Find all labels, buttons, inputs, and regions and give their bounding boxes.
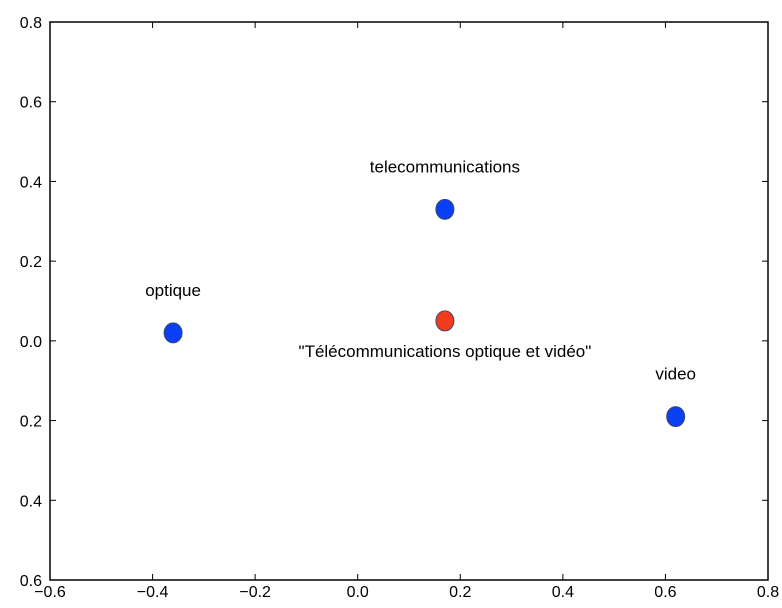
x-tick-label: −0.6 <box>34 584 66 601</box>
data-point <box>163 322 183 344</box>
y-tick-label: 0.0 <box>20 334 42 351</box>
x-axis: −0.6 −0.4 −0.2 0.0 0.2 0.4 0.6 0.8 <box>34 22 779 601</box>
x-tick-label: 0.6 <box>654 584 676 601</box>
point-label: telecommunications <box>370 157 520 176</box>
x-tick-label: −0.2 <box>239 584 271 601</box>
x-tick-label: 0.4 <box>552 584 574 601</box>
data-point <box>435 198 455 220</box>
point-label: optique <box>145 281 201 300</box>
y-tick-label: 0.2 <box>20 414 42 431</box>
point-labels: telecommunications optique "Télécommunicat… <box>145 157 696 383</box>
data-point <box>435 310 455 332</box>
data-point <box>666 406 686 428</box>
point-label: video <box>655 365 696 384</box>
x-tick-label: 0.0 <box>347 584 369 601</box>
y-tick-label: 0.4 <box>20 174 42 191</box>
plot-area <box>49 21 769 581</box>
data-points <box>163 198 686 428</box>
y-tick-label: 0.4 <box>20 493 42 510</box>
y-tick-label: 0.6 <box>20 95 42 112</box>
x-tick-label: 0.2 <box>449 584 471 601</box>
x-tick-label: −0.4 <box>137 584 169 601</box>
y-tick-label: 0.8 <box>20 15 42 32</box>
y-tick-label: 0.6 <box>20 573 42 590</box>
y-axis: 0.8 0.6 0.4 0.2 0.0 0.2 0.4 0.6 <box>20 15 768 590</box>
y-tick-label: 0.2 <box>20 254 42 271</box>
x-tick-label: 0.8 <box>757 584 779 601</box>
point-label: "Télécommunications optique et vidéo" <box>299 342 592 361</box>
